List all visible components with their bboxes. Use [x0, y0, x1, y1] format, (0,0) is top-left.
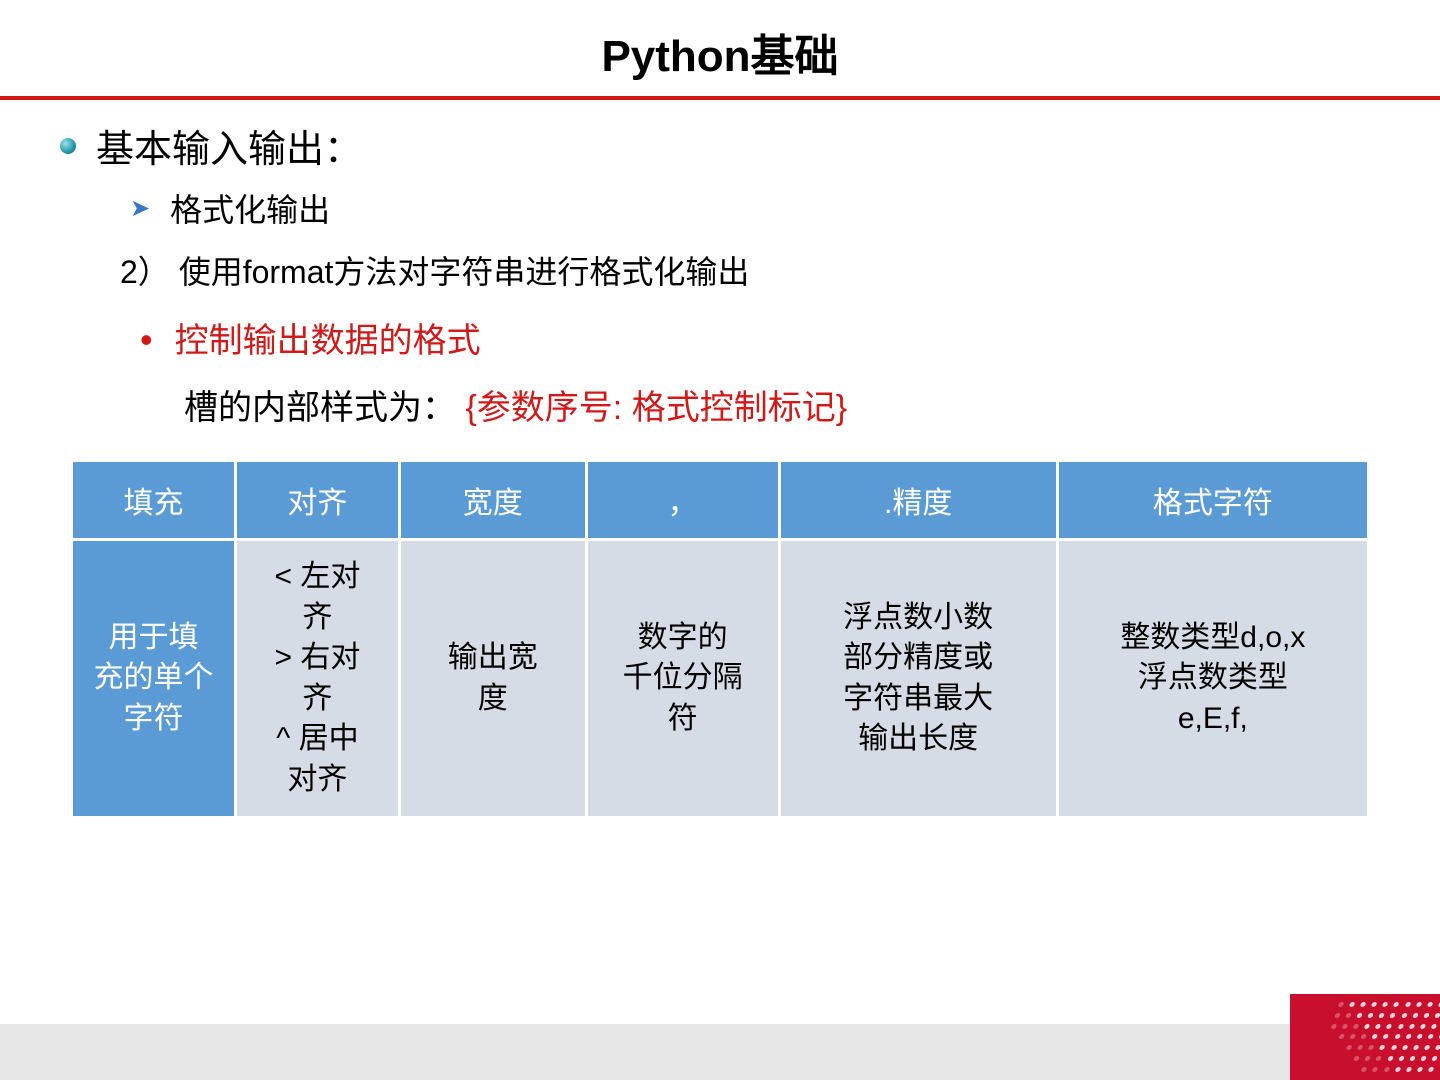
footer-bar [0, 1024, 1440, 1080]
sub-item-1-row: ➤ 格式化输出 [130, 185, 1380, 231]
slot-label: 槽的内部样式为： [184, 389, 456, 427]
sub-item-2-row: 2） 使用format方法对字符串进行格式化输出 [120, 247, 1380, 293]
point-row: • 控制输出数据的格式 [140, 313, 1380, 362]
table-header-cell: 对齐 [235, 461, 399, 540]
slide-title: Python基础 [0, 20, 1440, 96]
dots-pattern-icon [1314, 1000, 1440, 1074]
table-cell: < 左对齐> 右对齐^ 居中对齐 [235, 540, 399, 818]
point-heading: 控制输出数据的格式 [175, 313, 481, 362]
table-cell: 浮点数小数部分精度或字符串最大输出长度 [779, 540, 1057, 818]
table-cell: 整数类型d,o,x浮点数类型e,E,f, [1057, 540, 1368, 818]
table-header-cell: 宽度 [399, 461, 586, 540]
table-body: 用于填充的单个字符< 左对齐> 右对齐^ 居中对齐输出宽度数字的千位分隔符浮点数… [72, 540, 1369, 818]
table-header-cell: 填充 [72, 461, 236, 540]
sub-item-2-prefix: 2） [120, 254, 170, 290]
slot-format-row: 槽的内部样式为： {参数序号: 格式控制标记} [184, 380, 1380, 429]
table-header-row: 填充对齐宽度，.精度格式字符 [72, 461, 1369, 540]
sub-item-1-text: 格式化输出 [170, 185, 330, 231]
section-heading: 基本输入输出： [96, 118, 362, 173]
corner-accent [1290, 994, 1440, 1080]
table-cell: 输出宽度 [399, 540, 586, 818]
slide: Python基础 基本输入输出： ➤ 格式化输出 2） 使用format方法对字… [0, 0, 1440, 1080]
table-cell: 用于填充的单个字符 [72, 540, 236, 818]
sub-item-2-text: 使用format方法对字符串进行格式化输出 [179, 254, 750, 290]
arrow-bullet-icon: ➤ [130, 194, 150, 223]
table-row: 用于填充的单个字符< 左对齐> 右对齐^ 居中对齐输出宽度数字的千位分隔符浮点数… [72, 540, 1369, 818]
table-header-cell: ， [586, 461, 779, 540]
section-heading-row: 基本输入输出： [60, 118, 1380, 173]
slot-format: {参数序号: 格式控制标记} [465, 389, 847, 427]
content-area: 基本输入输出： ➤ 格式化输出 2） 使用format方法对字符串进行格式化输出… [0, 100, 1440, 819]
red-bullet-icon: • [140, 322, 153, 358]
format-table: 填充对齐宽度，.精度格式字符 用于填充的单个字符< 左对齐> 右对齐^ 居中对齐… [70, 459, 1370, 819]
dot-bullet-icon [60, 138, 76, 154]
table-cell: 数字的千位分隔符 [586, 540, 779, 818]
table-header-cell: .精度 [779, 461, 1057, 540]
table-header-cell: 格式字符 [1057, 461, 1368, 540]
